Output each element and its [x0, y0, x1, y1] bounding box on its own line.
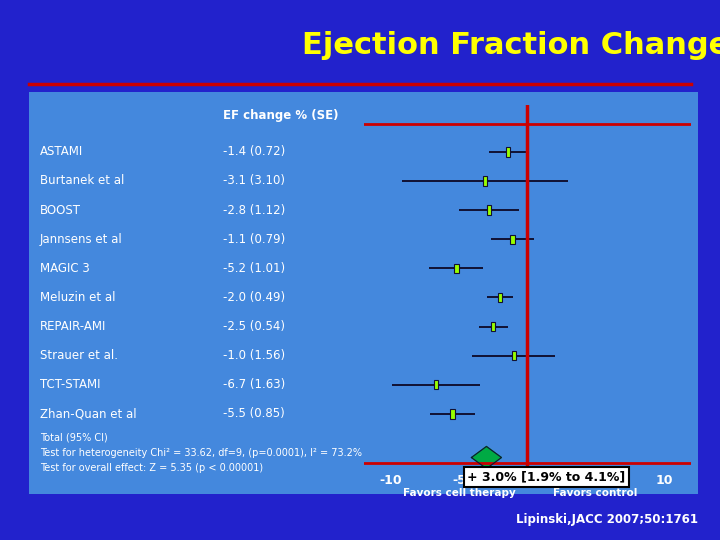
Text: 5: 5 [591, 475, 600, 488]
Text: -5.5 (0.85): -5.5 (0.85) [223, 407, 285, 420]
Text: 0: 0 [523, 475, 532, 488]
Bar [454, 264, 459, 273]
Text: REPAIR-AMI: REPAIR-AMI [40, 320, 106, 333]
Bar [487, 205, 491, 215]
Text: + 3.0% [1.9% to 4.1%]: + 3.0% [1.9% to 4.1%] [467, 471, 626, 484]
Bar [498, 293, 503, 302]
Polygon shape [472, 447, 501, 469]
Text: Ejection Fraction Change: Ejection Fraction Change [302, 31, 720, 60]
Text: Lipinski,JACC 2007;50:1761: Lipinski,JACC 2007;50:1761 [516, 514, 698, 526]
Text: Favors cell therapy: Favors cell therapy [402, 488, 516, 498]
Text: -5: -5 [452, 475, 466, 488]
Text: Jannsens et al: Jannsens et al [40, 233, 122, 246]
Text: -3.1 (3.10): -3.1 (3.10) [223, 174, 285, 187]
Text: 10: 10 [655, 475, 672, 488]
Bar [483, 177, 487, 186]
Text: Meluzin et al: Meluzin et al [40, 291, 115, 304]
Bar [510, 234, 515, 244]
Text: -1.0 (1.56): -1.0 (1.56) [223, 349, 285, 362]
Text: Strauer et al.: Strauer et al. [40, 349, 117, 362]
Text: TCT-STAMI: TCT-STAMI [40, 378, 100, 392]
Text: -6.7 (1.63): -6.7 (1.63) [223, 378, 285, 392]
Bar [433, 380, 438, 389]
Text: -2.5 (0.54): -2.5 (0.54) [223, 320, 285, 333]
Text: EF change % (SE): EF change % (SE) [223, 109, 338, 122]
Text: -2.0 (0.49): -2.0 (0.49) [223, 291, 285, 304]
Text: -2.8 (1.12): -2.8 (1.12) [223, 204, 285, 217]
Text: Burtanek et al: Burtanek et al [40, 174, 124, 187]
Text: Favors control: Favors control [554, 488, 638, 498]
Text: -1.4 (0.72): -1.4 (0.72) [223, 145, 285, 158]
Bar [506, 147, 510, 157]
Text: -1.1 (0.79): -1.1 (0.79) [223, 233, 285, 246]
Bar [491, 322, 495, 331]
Text: BOOST: BOOST [40, 204, 81, 217]
Text: ASTAMI: ASTAMI [40, 145, 83, 158]
Text: Zhan-Quan et al: Zhan-Quan et al [40, 407, 136, 420]
Text: Test for heterogeneity Chi² = 33.62, df=9, (p=0.0001), I² = 73.2%: Test for heterogeneity Chi² = 33.62, df=… [40, 448, 361, 458]
Text: Total (95% CI): Total (95% CI) [40, 433, 107, 443]
Text: MAGIC 3: MAGIC 3 [40, 262, 89, 275]
Bar [450, 409, 454, 418]
Text: Test for overall effect: Z = 5.35 (p < 0.00001): Test for overall effect: Z = 5.35 (p < 0… [40, 463, 263, 473]
Text: -10: -10 [379, 475, 402, 488]
Text: -5.2 (1.01): -5.2 (1.01) [223, 262, 285, 275]
Bar [512, 351, 516, 360]
